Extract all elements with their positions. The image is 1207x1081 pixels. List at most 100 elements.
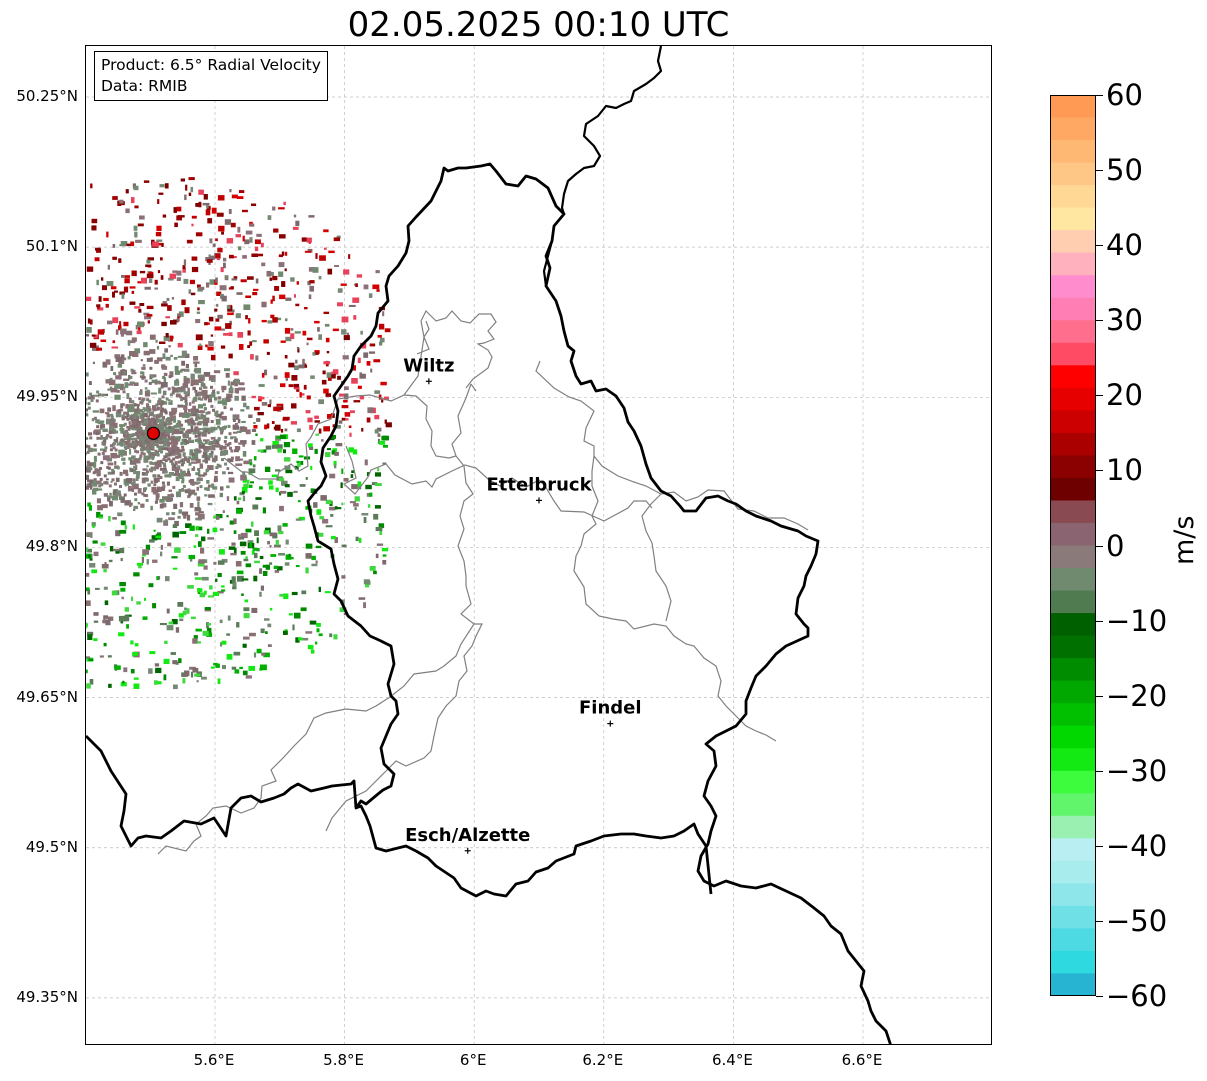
echo-cell	[195, 418, 198, 421]
echo-cell	[112, 442, 116, 445]
echo-cell	[193, 448, 197, 452]
echo-cell	[252, 340, 257, 343]
echo-cell	[109, 448, 113, 452]
echo-cell	[155, 339, 158, 343]
radar-site-marker[interactable]	[146, 426, 161, 440]
echo-cell	[129, 286, 136, 289]
echo-cell	[197, 513, 205, 520]
echo-cell	[230, 385, 233, 390]
echo-cell	[177, 602, 184, 607]
echo-cell	[128, 421, 131, 425]
echo-cell	[143, 180, 150, 183]
echo-cell	[115, 383, 121, 389]
echo-cell	[143, 342, 148, 348]
echo-cell	[212, 486, 218, 490]
echo-cell	[206, 448, 210, 452]
echo-cell	[334, 265, 339, 267]
echo-cell	[266, 270, 272, 277]
echo-cell	[104, 446, 108, 450]
echo-cell	[209, 585, 213, 590]
echo-cell	[137, 488, 142, 494]
echo-cell	[298, 364, 305, 369]
echo-cell	[108, 683, 112, 688]
echo-cell	[86, 474, 90, 480]
echo-cell	[221, 328, 225, 331]
echo-cell	[176, 206, 182, 212]
echo-cell	[204, 590, 207, 595]
echo-cell	[143, 429, 147, 433]
echo-cell	[218, 225, 225, 232]
echo-cell	[123, 422, 127, 426]
echo-cell	[247, 330, 251, 336]
echo-cell	[171, 391, 175, 395]
echo-cell	[196, 496, 201, 501]
echo-cell	[172, 524, 178, 528]
echo-cell	[267, 404, 271, 408]
echo-cell	[378, 440, 386, 445]
echo-cell	[180, 398, 184, 402]
echo-cell	[184, 400, 188, 403]
echo-cell	[281, 251, 285, 256]
colorbar-segment	[1050, 793, 1096, 817]
echo-cell	[181, 299, 186, 306]
echo-cell	[201, 576, 209, 581]
chart-title: 02.05.2025 00:10 UTC	[347, 5, 730, 45]
echo-cell	[144, 487, 148, 491]
echo-cell	[327, 448, 332, 451]
echo-cell	[86, 548, 92, 553]
echo-cell	[129, 301, 136, 305]
echo-cell	[133, 483, 139, 490]
echo-cell	[269, 532, 276, 537]
echo-cell	[101, 452, 105, 455]
echo-cell	[384, 419, 387, 424]
echo-cell	[126, 243, 131, 247]
echo-cell	[376, 427, 382, 432]
colorbar-segment	[1050, 545, 1096, 569]
echo-cell	[206, 480, 210, 484]
echo-cell	[319, 516, 325, 520]
echo-cell	[119, 321, 122, 327]
colorbar-segment	[1050, 973, 1096, 996]
colorbar-tick-label: −60	[1106, 979, 1168, 1013]
echo-cell	[287, 491, 293, 497]
echo-cell	[158, 439, 166, 443]
colorbar-tick-label: 30	[1106, 303, 1143, 338]
echo-cell	[180, 423, 184, 427]
radar-map[interactable]: Wiltz Ettelbruck Findel Esch/Alzette	[85, 45, 992, 1045]
echo-cell	[197, 416, 201, 420]
echo-cell	[301, 237, 307, 242]
echo-cell	[158, 387, 162, 394]
echo-cell	[171, 386, 175, 390]
echo-cell	[193, 356, 199, 361]
echo-cell	[155, 452, 159, 456]
echo-cell	[269, 485, 274, 490]
echo-cell	[149, 413, 153, 417]
echo-cell	[197, 477, 201, 481]
echo-cell	[234, 422, 238, 426]
echo-cell	[159, 419, 163, 423]
echo-cell	[196, 414, 200, 418]
echo-cell	[363, 602, 366, 609]
echo-cell	[133, 185, 139, 191]
echo-cell	[136, 434, 140, 438]
echo-cell	[190, 419, 194, 423]
echo-cell	[86, 437, 89, 440]
echo-cell	[203, 194, 208, 200]
echo-cell	[146, 559, 149, 565]
echo-cell	[113, 372, 117, 376]
echo-cell	[221, 558, 228, 563]
echo-cell	[148, 468, 152, 472]
echo-cell	[106, 414, 110, 418]
echo-cell	[144, 421, 148, 424]
echo-cell	[263, 339, 269, 344]
colorbar-tick	[1096, 545, 1103, 547]
echo-cell	[134, 205, 139, 209]
echo-cell	[93, 551, 99, 557]
echo-cell	[120, 331, 124, 337]
echo-cell	[87, 445, 91, 449]
colorbar-segment	[1050, 320, 1096, 344]
echo-cell	[382, 554, 387, 557]
echo-cell	[274, 544, 281, 548]
echo-cell	[251, 203, 257, 206]
echo-cell	[318, 399, 324, 405]
